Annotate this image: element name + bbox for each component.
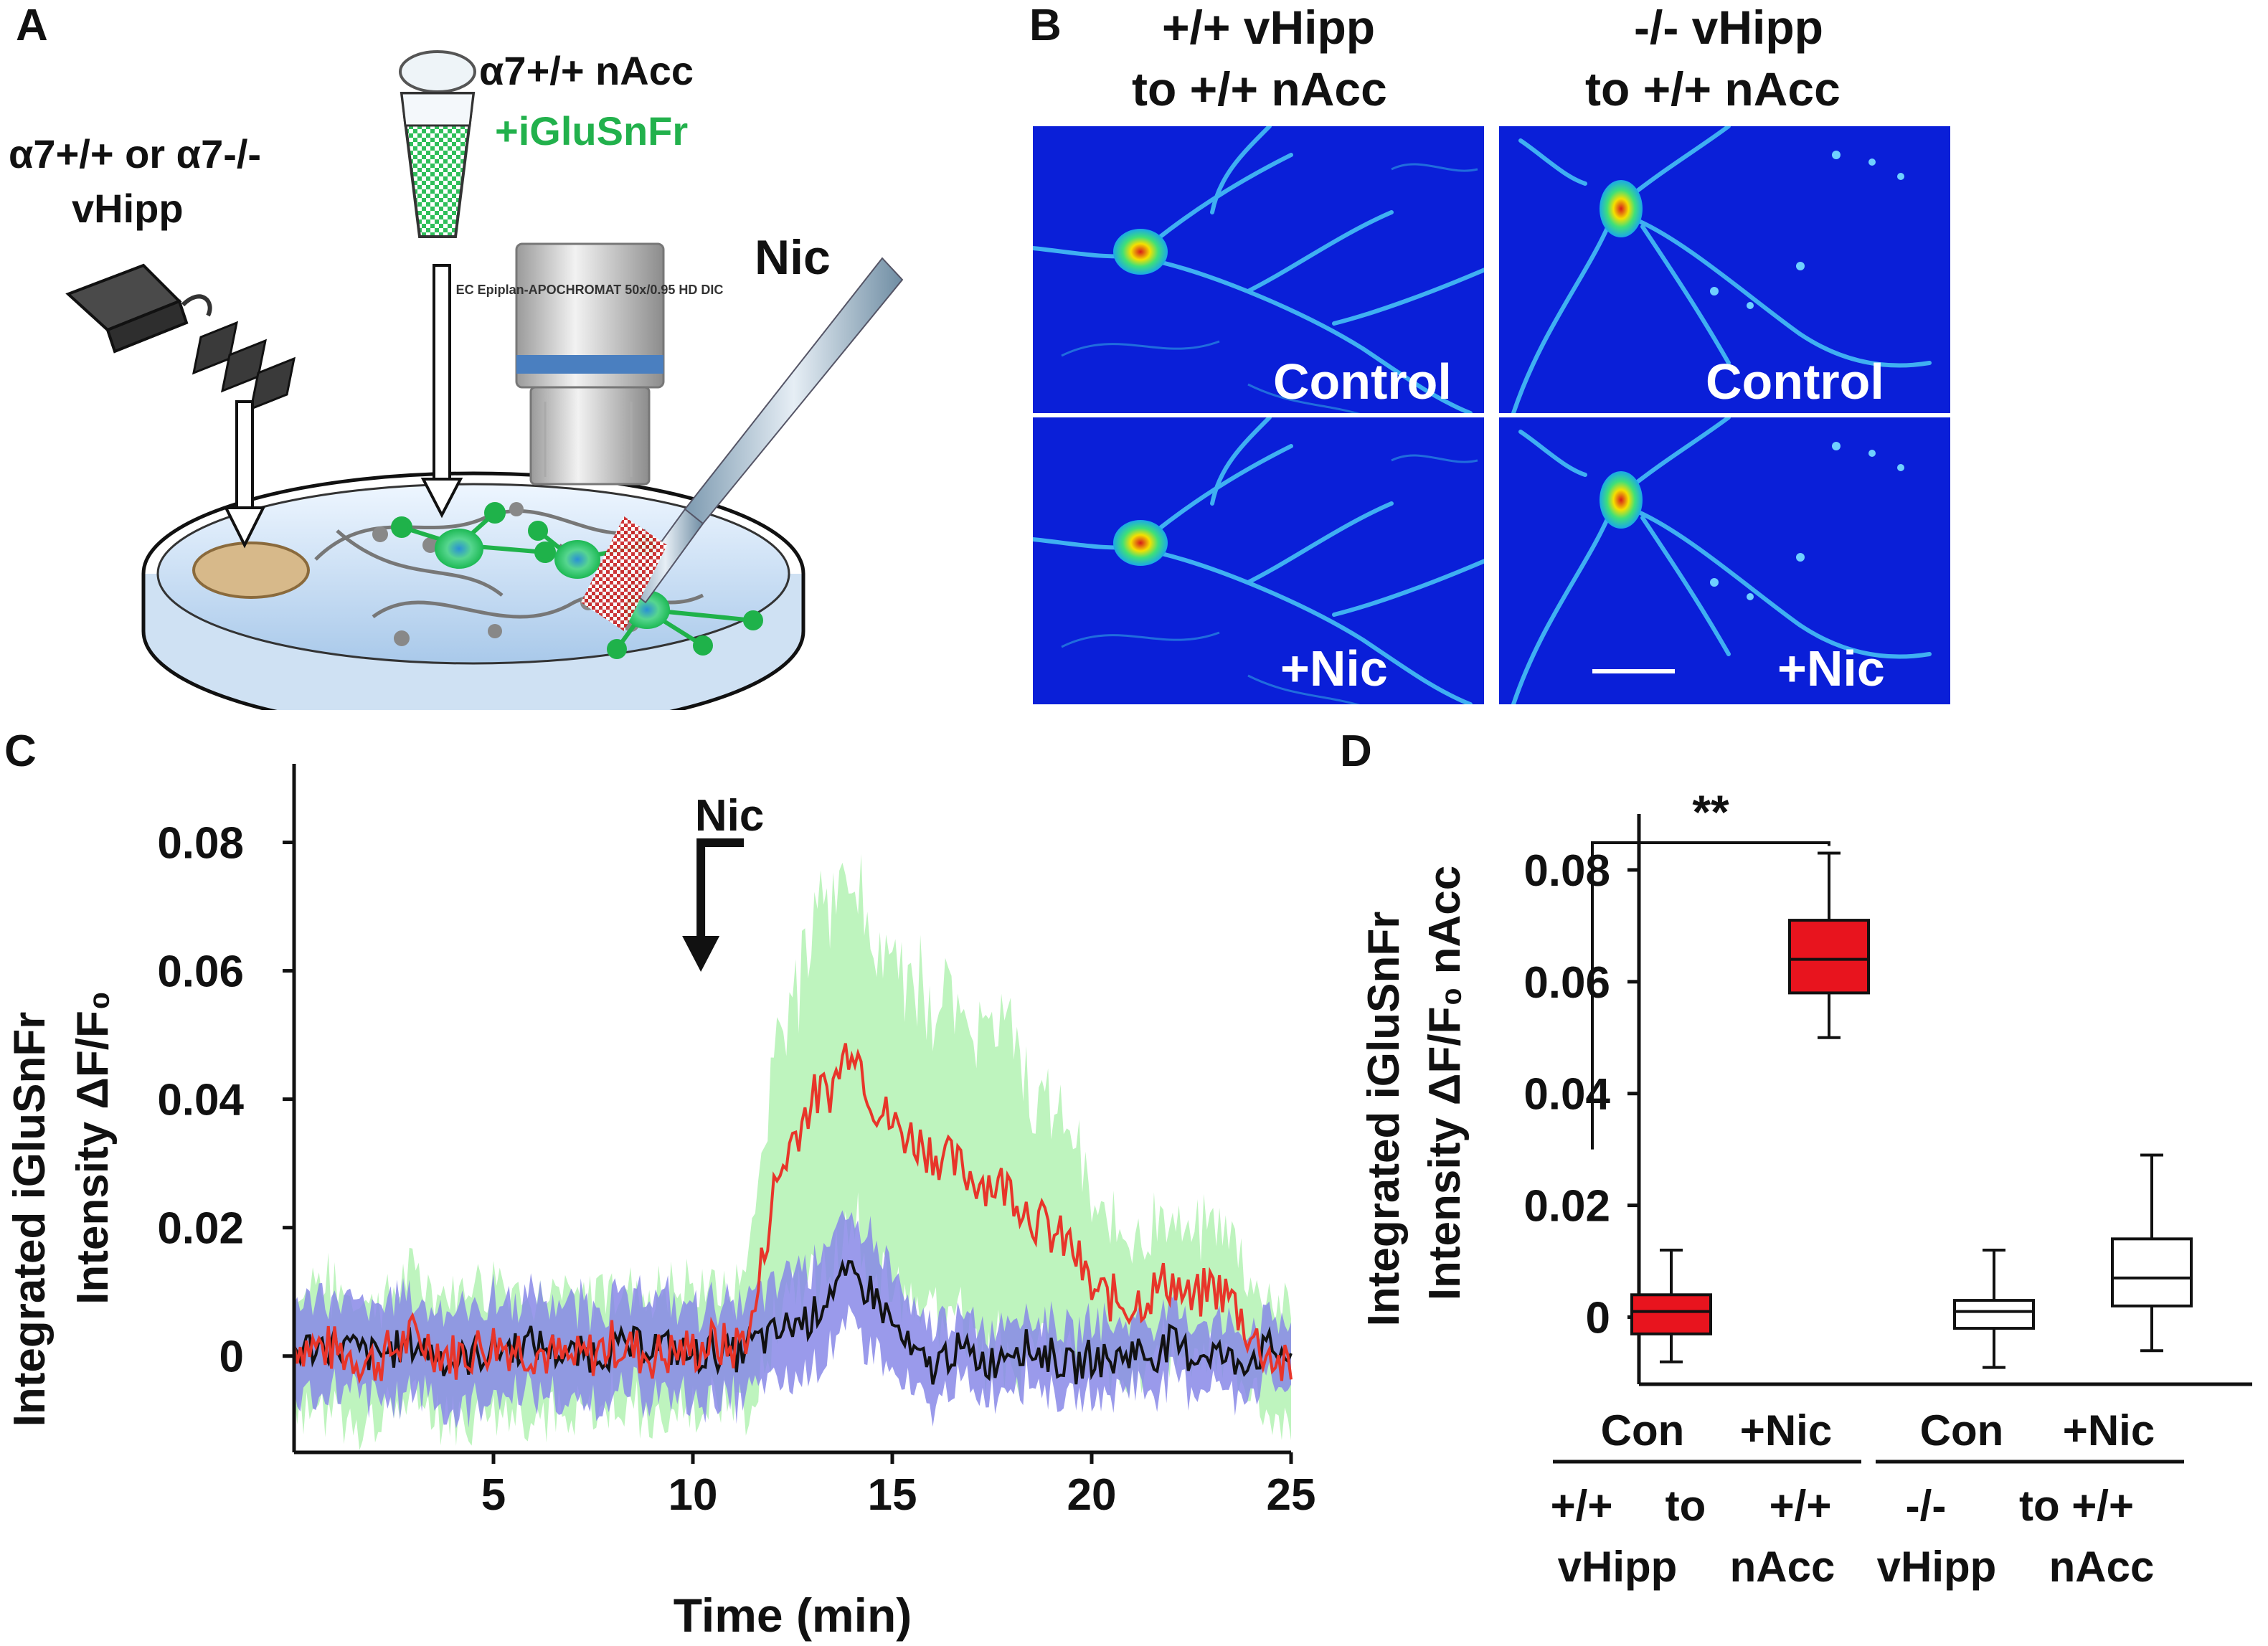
panel-b-row1-label-right: Control	[1706, 354, 1884, 410]
box-3	[2111, 1153, 2193, 1353]
panel-d-letter: D	[1340, 727, 1372, 776]
chart-c-ylabel-l2: Intensity ΔF/F₀	[68, 990, 118, 1305]
microscope-objective-icon: EC Epiplan-APOCHROMAT 50x/0.95 HD DIC	[456, 242, 724, 486]
chart-d-group2-labels: Con +Nic -/- to +/+ vHipp nAcc	[1876, 1406, 2184, 1591]
panel-b-col1-title-l2: to +/+ nAcc	[1132, 62, 1387, 115]
panel-b-col2-title-l2: to +/+ nAcc	[1585, 62, 1841, 115]
panel-a-source-label-l2: vHipp	[72, 186, 184, 231]
panel-a-drug-label: Nic	[755, 230, 831, 285]
micrograph-ko-nic	[1499, 417, 1950, 704]
significance-label: **	[1692, 785, 1729, 838]
group1-l1-a: +/+	[1551, 1482, 1613, 1530]
micrograph-ko-control	[1499, 126, 1950, 413]
chart-d-ylabel-l1: Integrated iGluSnFr	[1359, 912, 1409, 1327]
chart-d-ytick-label: 0.02	[1523, 1182, 1610, 1231]
chart-c-ytick-label: 0.02	[157, 1204, 244, 1254]
chart-c-ylabel: Integrated iGluSnFr Intensity ΔF/F₀	[5, 990, 118, 1427]
chart-c-nic-label: Nic	[695, 791, 764, 841]
panel-b-row2-label-right: +Nic	[1777, 640, 1885, 696]
chart-c-xtick-label: 10	[668, 1470, 718, 1520]
panel-b-col2-title-l1: -/- vHipp	[1634, 1, 1823, 54]
chart-d-ytick-label: 0.04	[1523, 1070, 1610, 1120]
chart-c-ytick-label: 0.04	[157, 1076, 244, 1125]
panel-a-target-label-l2: +iGluSnFr	[495, 108, 689, 153]
chart-c-band-1	[294, 1210, 1291, 1429]
chart-c-line-0	[293, 1043, 1293, 1384]
chart-c-xtick-label: 15	[868, 1470, 917, 1520]
objective-engraving: EC Epiplan-APOCHROMAT 50x/0.95 HD DIC	[456, 283, 724, 297]
group1-l1-b: to	[1665, 1482, 1706, 1530]
chart-c-ytick-label: 0	[219, 1333, 244, 1382]
chart-d-ytick-label: 0.06	[1523, 958, 1610, 1008]
chart-d-ytick-label: 0	[1586, 1293, 1610, 1343]
group2-l2-b: nAcc	[2049, 1543, 2155, 1591]
panel-b-row2-label-left: +Nic	[1280, 640, 1388, 696]
chart-c-xlabel: Time (min)	[674, 1589, 912, 1642]
arrow-tube-to-dish	[420, 264, 463, 519]
micrograph-wt-control	[1033, 126, 1484, 413]
chart-c-xtick-label: 5	[481, 1470, 506, 1520]
chart-d-ylabel-l2: Intensity ΔF/F₀ nAcc	[1420, 866, 1470, 1300]
micrograph-wt-nic	[1033, 417, 1484, 704]
panel-b-col1-title-l1: +/+ vHipp	[1162, 1, 1376, 54]
chart-d-ytick-label: 0.08	[1523, 846, 1610, 896]
chart-d: Integrated iGluSnFr Intensity ΔF/F₀ nAcc…	[1359, 785, 2252, 1591]
chart-c-ytick-label: 0.06	[157, 947, 244, 997]
group1-l2-b: nAcc	[1730, 1543, 1835, 1591]
group2-con: Con	[1920, 1406, 2004, 1455]
chart-d-ylabel: Integrated iGluSnFr Intensity ΔF/F₀ nAcc	[1359, 866, 1470, 1327]
nicotine-pipette-icon	[581, 257, 904, 631]
box-1	[1788, 851, 1870, 1039]
chart-c-xtick-label: 25	[1267, 1470, 1316, 1520]
tissue-chopper-icon	[65, 263, 296, 411]
group1-l2-a: vHipp	[1558, 1543, 1678, 1591]
chart-c-xtick-label: 20	[1067, 1470, 1117, 1520]
chart-c-band-0	[294, 853, 1291, 1451]
nic-arrow-icon	[682, 838, 745, 972]
group1-l1-c: +/+	[1769, 1482, 1832, 1530]
panel-a-schematic: EC Epiplan-APOCHROMAT 50x/0.95 HD DIC	[65, 50, 904, 710]
vhipp-explant	[192, 541, 310, 599]
box-2	[1953, 1248, 2035, 1369]
chart-c: Integrated iGluSnFr Intensity ΔF/F₀ Time…	[5, 764, 1316, 1642]
panel-b-micrographs	[1033, 126, 1950, 704]
significance-bracket: **	[1591, 785, 1830, 1150]
group1-con: Con	[1601, 1406, 1685, 1455]
panel-a-source-label-l1: α7+/+ or α7-/-	[9, 131, 262, 176]
box-0	[1630, 1248, 1712, 1363]
group2-nic: +Nic	[2063, 1406, 2155, 1455]
arrow-slicer-to-dish	[223, 400, 266, 549]
chart-c-ytick-label: 0.08	[157, 819, 244, 869]
panel-c-letter: C	[4, 727, 37, 776]
group1-nic: +Nic	[1740, 1406, 1832, 1455]
group2-l1-b: to +/+	[2019, 1482, 2134, 1530]
panel-b-row1-label-left: Control	[1273, 354, 1452, 410]
group2-l1-a: -/-	[1906, 1482, 1947, 1530]
group2-l2-a: vHipp	[1877, 1543, 1997, 1591]
chart-c-ylabel-l1: Integrated iGluSnFr	[5, 1012, 55, 1427]
chart-d-group1-labels: Con +Nic +/+ to +/+ vHipp nAcc	[1551, 1406, 1861, 1591]
viral-tube-icon	[399, 50, 476, 238]
panel-a-target-label-l1: α7+/+ nAcc	[479, 48, 694, 93]
panel-b-letter: B	[1029, 1, 1062, 50]
panel-a-letter: A	[16, 1, 48, 50]
chart-c-line-1	[293, 1259, 1293, 1385]
